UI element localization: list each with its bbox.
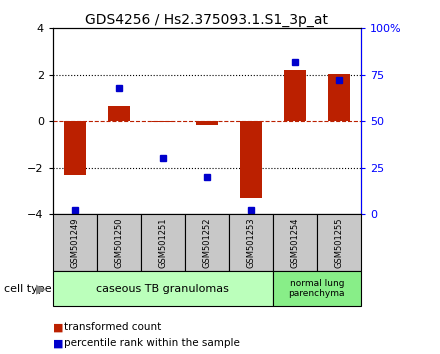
Bar bbox=[273, 214, 317, 271]
Bar bbox=[196, 121, 218, 125]
Bar bbox=[229, 214, 273, 271]
Text: GSM501249: GSM501249 bbox=[70, 217, 79, 268]
Bar bbox=[64, 121, 86, 175]
Bar bbox=[185, 214, 229, 271]
Text: GSM501254: GSM501254 bbox=[290, 217, 299, 268]
Text: percentile rank within the sample: percentile rank within the sample bbox=[64, 338, 240, 348]
Bar bbox=[240, 121, 262, 198]
Text: GSM501253: GSM501253 bbox=[246, 217, 255, 268]
Text: ■: ■ bbox=[53, 338, 63, 348]
Text: transformed count: transformed count bbox=[64, 322, 161, 332]
Text: caseous TB granulomas: caseous TB granulomas bbox=[96, 284, 229, 293]
Bar bbox=[141, 214, 185, 271]
Bar bbox=[328, 74, 350, 121]
Bar bbox=[97, 214, 141, 271]
Bar bbox=[53, 271, 273, 306]
Text: cell type: cell type bbox=[4, 284, 52, 293]
Bar bbox=[152, 121, 174, 122]
Text: GSM501250: GSM501250 bbox=[114, 217, 123, 268]
Text: normal lung
parenchyma: normal lung parenchyma bbox=[289, 279, 345, 298]
Text: GSM501255: GSM501255 bbox=[334, 217, 343, 268]
Text: GSM501251: GSM501251 bbox=[158, 217, 167, 268]
Bar bbox=[317, 214, 361, 271]
Text: GSM501252: GSM501252 bbox=[202, 217, 211, 268]
Bar bbox=[108, 106, 130, 121]
Text: ■: ■ bbox=[53, 322, 63, 332]
Bar bbox=[284, 70, 306, 121]
Title: GDS4256 / Hs2.375093.1.S1_3p_at: GDS4256 / Hs2.375093.1.S1_3p_at bbox=[85, 13, 328, 27]
Text: ▶: ▶ bbox=[36, 283, 46, 296]
Bar bbox=[273, 271, 361, 306]
Bar bbox=[53, 214, 97, 271]
